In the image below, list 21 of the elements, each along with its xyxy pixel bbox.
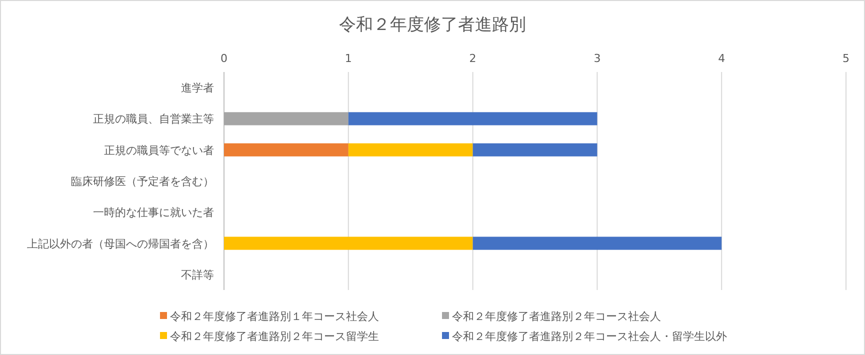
bar bbox=[224, 236, 473, 250]
x-tick-label: 4 bbox=[718, 52, 726, 65]
y-tick-label: 正規の職員、自営業主等 bbox=[93, 112, 214, 126]
legend-label: 令和２年度修了者進路別１年コース社会人 bbox=[170, 310, 379, 323]
x-tick-label: 0 bbox=[220, 52, 228, 65]
legend-label: 令和２年度修了者進路別２年コース社会人・留学生以外 bbox=[452, 330, 727, 343]
y-tick-label: 不詳等 bbox=[181, 268, 214, 282]
x-tick-label: 3 bbox=[594, 52, 601, 65]
y-tick-label: 正規の職員等でない者 bbox=[104, 144, 214, 157]
x-tick-label: 1 bbox=[344, 52, 352, 65]
y-tick-label: 進学者 bbox=[181, 82, 214, 95]
legend-label: 令和２年度修了者進路別２年コース留学生 bbox=[170, 330, 379, 343]
bar bbox=[472, 143, 598, 156]
y-tick-label: 上記以外の者（母国への帰国者を含） bbox=[27, 237, 214, 250]
x-tick-label: 5 bbox=[842, 52, 850, 65]
y-tick-label: 臨床研修医（予定者を含む） bbox=[71, 175, 214, 188]
y-tick-label: 一時的な仕事に就いた者 bbox=[93, 206, 214, 220]
legend-label: 令和２年度修了者進路別２年コース社会人 bbox=[452, 310, 661, 323]
chart-title: 令和２年度修了者進路別 bbox=[339, 15, 526, 35]
bar bbox=[472, 236, 722, 250]
x-tick-label: 2 bbox=[469, 52, 476, 65]
